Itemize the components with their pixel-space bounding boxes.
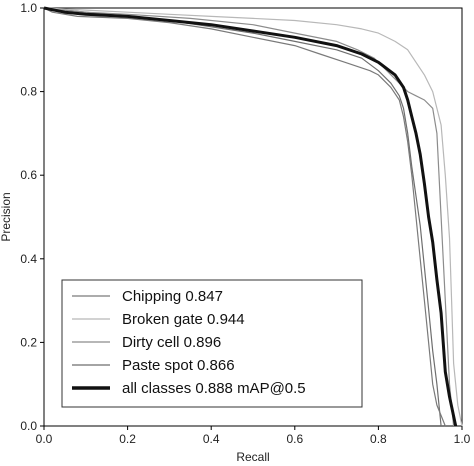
y-tick-label: 0.4: [20, 252, 37, 266]
x-axis-title: Recall: [236, 450, 269, 464]
legend-label-4: Paste spot 0.866: [122, 357, 235, 374]
legend: Chipping 0.847 Broken gate 0.944 Dirty cel…: [61, 279, 363, 408]
series-line-1: [43, 7, 446, 427]
x-tick-label: 1.0: [454, 432, 471, 446]
x-tick-label: 0.8: [370, 432, 387, 446]
series-line-5: [43, 6, 458, 427]
y-tick-label: 0.2: [20, 335, 37, 349]
curve-layer: [43, 6, 463, 427]
legend-label-3: Dirty cell 0.896: [122, 334, 221, 351]
series-line-2: [43, 7, 463, 427]
plot-frame: [43, 7, 463, 427]
legend-label-2: Broken gate 0.944: [122, 311, 245, 328]
y-tick-label: 0.0: [20, 419, 37, 433]
y-tick-label: 0.8: [20, 85, 37, 99]
legend-box: [61, 279, 363, 408]
x-tick-label: 0.6: [286, 432, 303, 446]
y-tick-label: 1.0: [20, 1, 37, 15]
y-tick-label: 0.6: [20, 168, 37, 182]
legend-label-1: Chipping 0.847: [122, 288, 223, 305]
x-tick-label: 0.4: [203, 432, 220, 446]
y-axis-title: Precision: [0, 192, 13, 241]
x-tick-label: 0.0: [36, 432, 53, 446]
legend-label-5: all classes 0.888 mAP@0.5: [122, 380, 306, 397]
series-line-3: [43, 7, 455, 427]
x-tick-label: 0.2: [119, 432, 136, 446]
tick-layer: 0.0 0.2 0.4 0.6 0.8 1.0 0.0 0.2 0.4 0.6 0.8 1.0: [20, 1, 470, 446]
